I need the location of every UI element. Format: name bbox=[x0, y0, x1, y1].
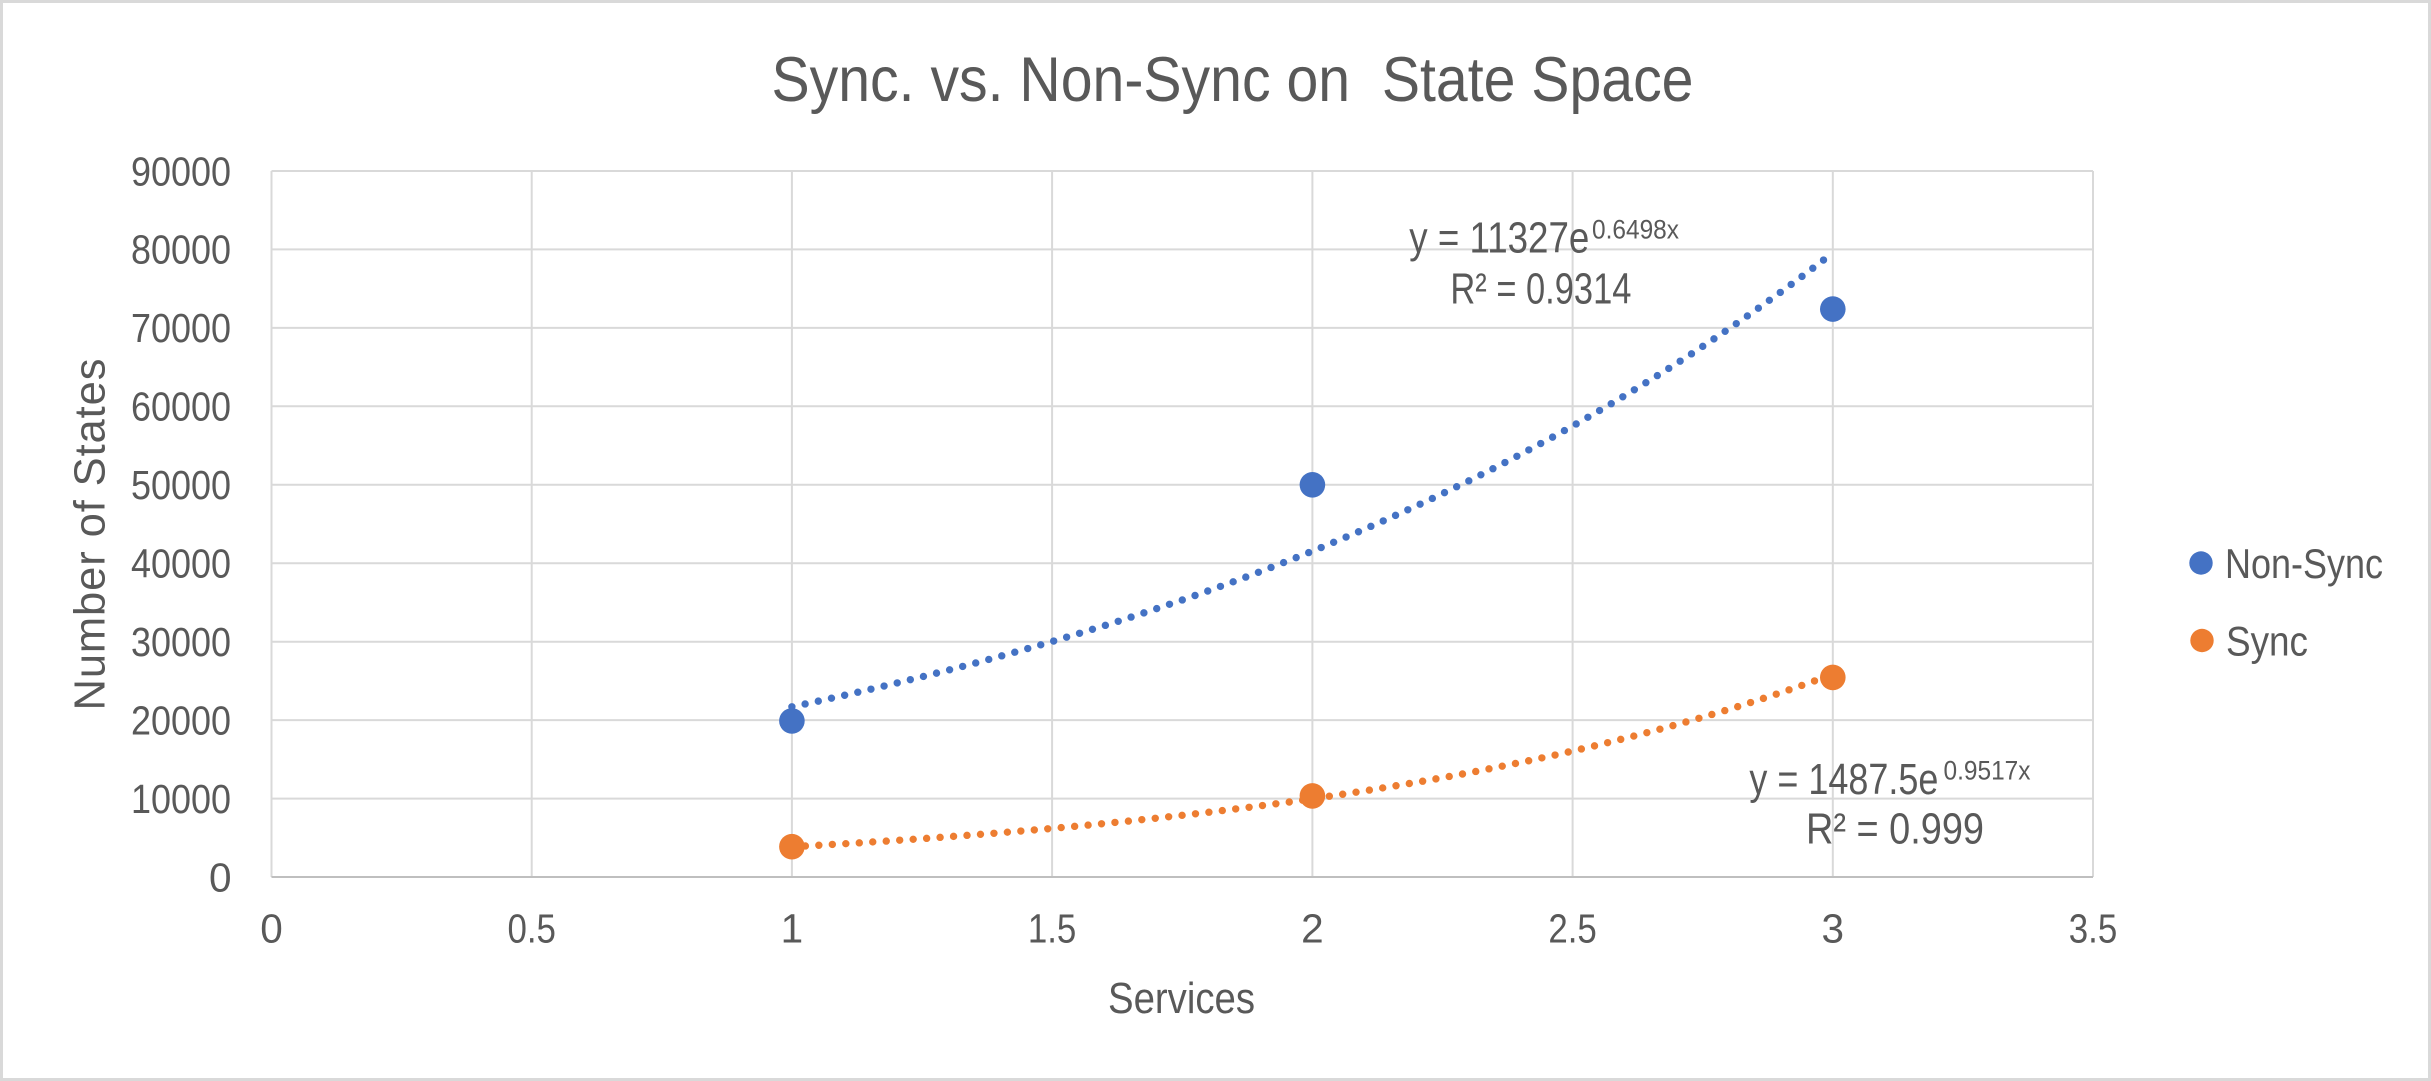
svg-text:Sync. vs. Non-Sync on State S: Sync. vs. Non-Sync on State Space bbox=[772, 45, 1694, 115]
svg-text:1: 1 bbox=[781, 906, 804, 952]
svg-text:Number of States: Number of States bbox=[67, 359, 115, 711]
svg-text:40000: 40000 bbox=[131, 541, 231, 587]
svg-text:Sync: Sync bbox=[2226, 618, 2308, 665]
svg-text:80000: 80000 bbox=[131, 227, 231, 273]
svg-text:3: 3 bbox=[1822, 906, 1845, 952]
svg-text:y = 1487.5e: y = 1487.5e bbox=[1749, 756, 1938, 804]
svg-text:60000: 60000 bbox=[131, 384, 231, 430]
svg-text:3.5: 3.5 bbox=[2069, 906, 2118, 952]
svg-text:R² = 0.999: R² = 0.999 bbox=[1806, 806, 1984, 854]
svg-text:Services: Services bbox=[1108, 974, 1255, 1023]
svg-text:0.5: 0.5 bbox=[507, 906, 556, 952]
svg-text:y = 11327e: y = 11327e bbox=[1409, 215, 1589, 263]
svg-text:2: 2 bbox=[1301, 906, 1324, 952]
svg-text:R² = 0.9314: R² = 0.9314 bbox=[1450, 266, 1631, 314]
svg-text:Non-Sync: Non-Sync bbox=[2225, 540, 2383, 587]
svg-text:30000: 30000 bbox=[131, 619, 231, 665]
svg-text:90000: 90000 bbox=[131, 148, 231, 194]
svg-text:2.5: 2.5 bbox=[1548, 906, 1597, 952]
svg-text:50000: 50000 bbox=[131, 462, 231, 508]
svg-text:20000: 20000 bbox=[131, 697, 231, 743]
svg-text:10000: 10000 bbox=[131, 776, 231, 822]
svg-text:0: 0 bbox=[209, 854, 232, 900]
svg-text:0: 0 bbox=[260, 906, 283, 952]
svg-text:1.5: 1.5 bbox=[1028, 906, 1077, 952]
svg-text:70000: 70000 bbox=[131, 305, 231, 351]
svg-text:0.6498x: 0.6498x bbox=[1592, 214, 1679, 244]
svg-text:0.9517x: 0.9517x bbox=[1944, 756, 2031, 786]
